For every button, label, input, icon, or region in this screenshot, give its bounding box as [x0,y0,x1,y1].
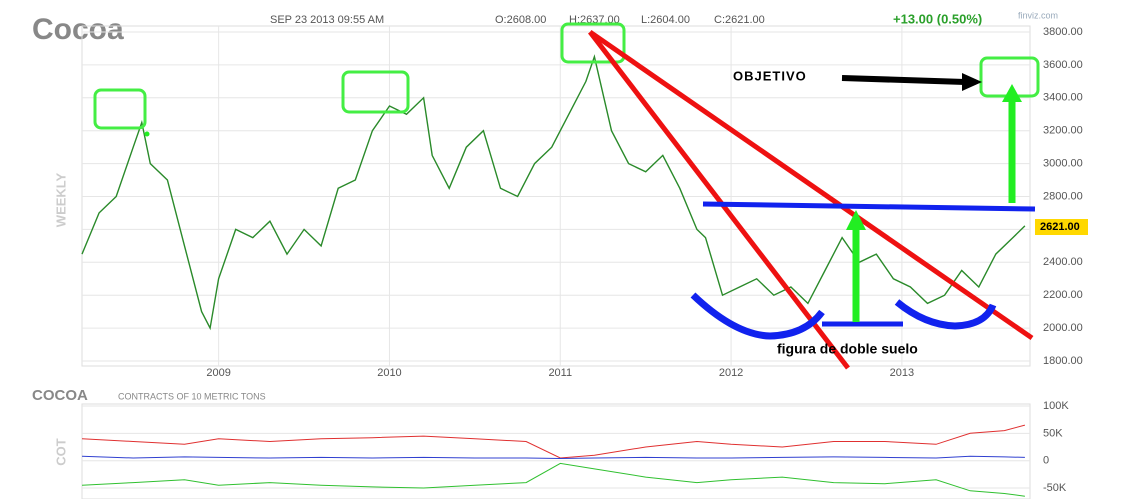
highlight-box [341,70,410,114]
x-tick-label: 2009 [206,367,230,379]
x-tick-label: 2012 [719,367,743,379]
trend-line [588,30,850,370]
y-tick-label: 2000.00 [1043,322,1083,334]
cot-title: COCOA [32,387,88,404]
period: WEEKLY [53,172,68,227]
y-tick-label: 2800.00 [1043,190,1083,202]
price-tag: 2621.00 [1040,221,1080,233]
highlight-box [93,88,147,130]
y-tick-label: 3600.00 [1043,59,1083,71]
pattern-label: figura de doble suelo [777,341,918,357]
annotations [93,22,1040,370]
bottom-arc [894,299,997,330]
y-tick-label: 1800.00 [1043,355,1083,367]
y-tick-label: 3400.00 [1043,92,1083,104]
series-line [81,54,1026,331]
plot: 1800.002000.002200.002400.002600.002800.… [81,26,1083,497]
datetime: SEP 23 2013 09:55 AM [270,14,384,26]
open: O:2608.00 [495,14,546,26]
x-tick-label: 2013 [890,367,914,379]
series-line [81,462,1025,497]
objective-arrow [841,75,966,85]
bottom-arc [690,292,825,340]
x-tick-label: 2011 [548,367,572,379]
y-tick-label: 2400.00 [1043,256,1083,268]
arrow-head [1002,84,1022,102]
resistance-line [702,201,1036,212]
y-tick-label: 3000.00 [1043,158,1083,170]
arrow-head [962,73,982,91]
marker-dot [144,131,150,137]
low: L:2604.00 [641,14,690,26]
brand: finviz.com [1018,10,1058,20]
objective-label: OBJETIVO [733,68,807,83]
highlight-box [560,22,626,64]
y-tick-label: -50K [1043,482,1067,494]
y-tick-label: 2200.00 [1043,289,1083,301]
y-tick-label: 0 [1043,455,1049,467]
symbol: Cocoa [32,13,124,46]
change: +13.00 (0.50%) [893,11,982,26]
arrow-head [846,210,866,230]
cot-subtitle: CONTRACTS OF 10 METRIC TONS [118,391,266,401]
y-tick-label: 3200.00 [1043,125,1083,137]
close: C:2621.00 [714,14,765,26]
series-line [81,424,1026,459]
y-tick-label: 100K [1043,400,1069,412]
y-tick-label: 3800.00 [1043,26,1083,38]
series-line [81,455,1025,460]
x-tick-label: 2010 [377,367,401,379]
trend-line [588,29,1034,341]
cot-label: COT [53,438,68,466]
price-tag-bg [1035,219,1088,235]
y-tick-label: 50K [1043,427,1063,439]
